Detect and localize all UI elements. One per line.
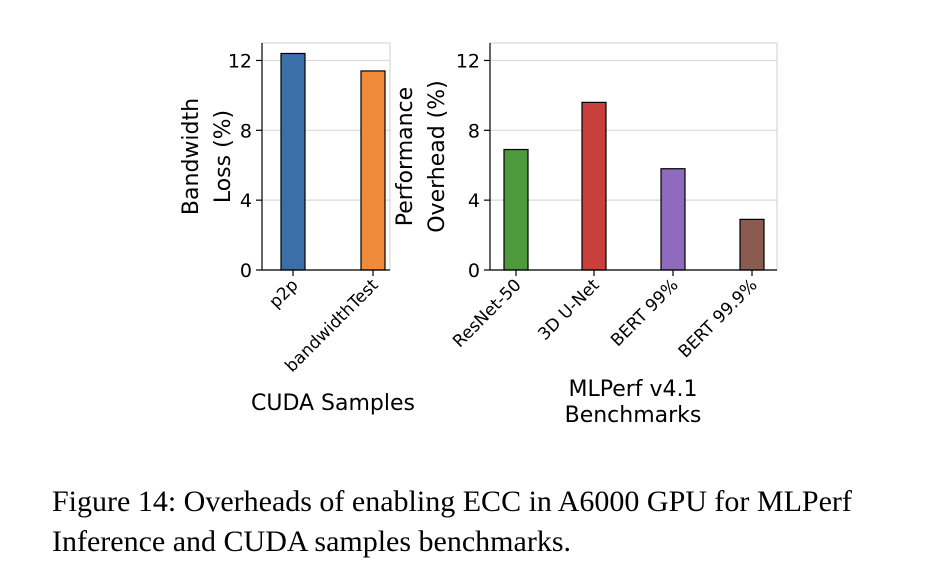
x-axis-label: CUDA Samples <box>251 391 415 416</box>
bar-bandwidthtest <box>360 70 386 271</box>
y-tick-label: 12 <box>228 50 252 72</box>
y-axis-label: Bandwidth <box>179 98 204 215</box>
y-axis-label: Loss (%) <box>211 110 236 203</box>
y-tick-label: 4 <box>240 190 252 212</box>
bar-resnet-50 <box>503 148 529 271</box>
x-axis-label: Benchmarks <box>565 403 702 428</box>
y-tick-label: 8 <box>240 120 252 142</box>
bar-bert-99- <box>660 168 686 271</box>
bar-bert-99-9- <box>739 218 765 271</box>
bar-p2p <box>280 52 306 271</box>
y-tick-label: 4 <box>468 190 480 212</box>
plot-frame <box>489 42 778 271</box>
x-tick-label: BERT 99.9% <box>675 275 762 362</box>
y-tick-label: 0 <box>468 260 480 282</box>
y-tick-label: 8 <box>468 120 480 142</box>
bar-3d-u-net <box>581 101 607 271</box>
y-tick-label: 12 <box>456 50 480 72</box>
x-tick-label: 3D U-Net <box>534 275 603 344</box>
figure-caption: Figure 14: Overheads of enabling ECC in … <box>52 485 852 558</box>
x-tick-label: BERT 99% <box>607 275 682 350</box>
y-axis-label: Overhead (%) <box>425 80 450 233</box>
x-tick-label: p2p <box>265 275 302 312</box>
x-tick-label: ResNet-50 <box>449 275 525 351</box>
y-tick-label: 0 <box>240 260 252 282</box>
y-axis-label: Performance <box>393 87 418 226</box>
x-axis-label: MLPerf v4.1 <box>568 377 697 402</box>
